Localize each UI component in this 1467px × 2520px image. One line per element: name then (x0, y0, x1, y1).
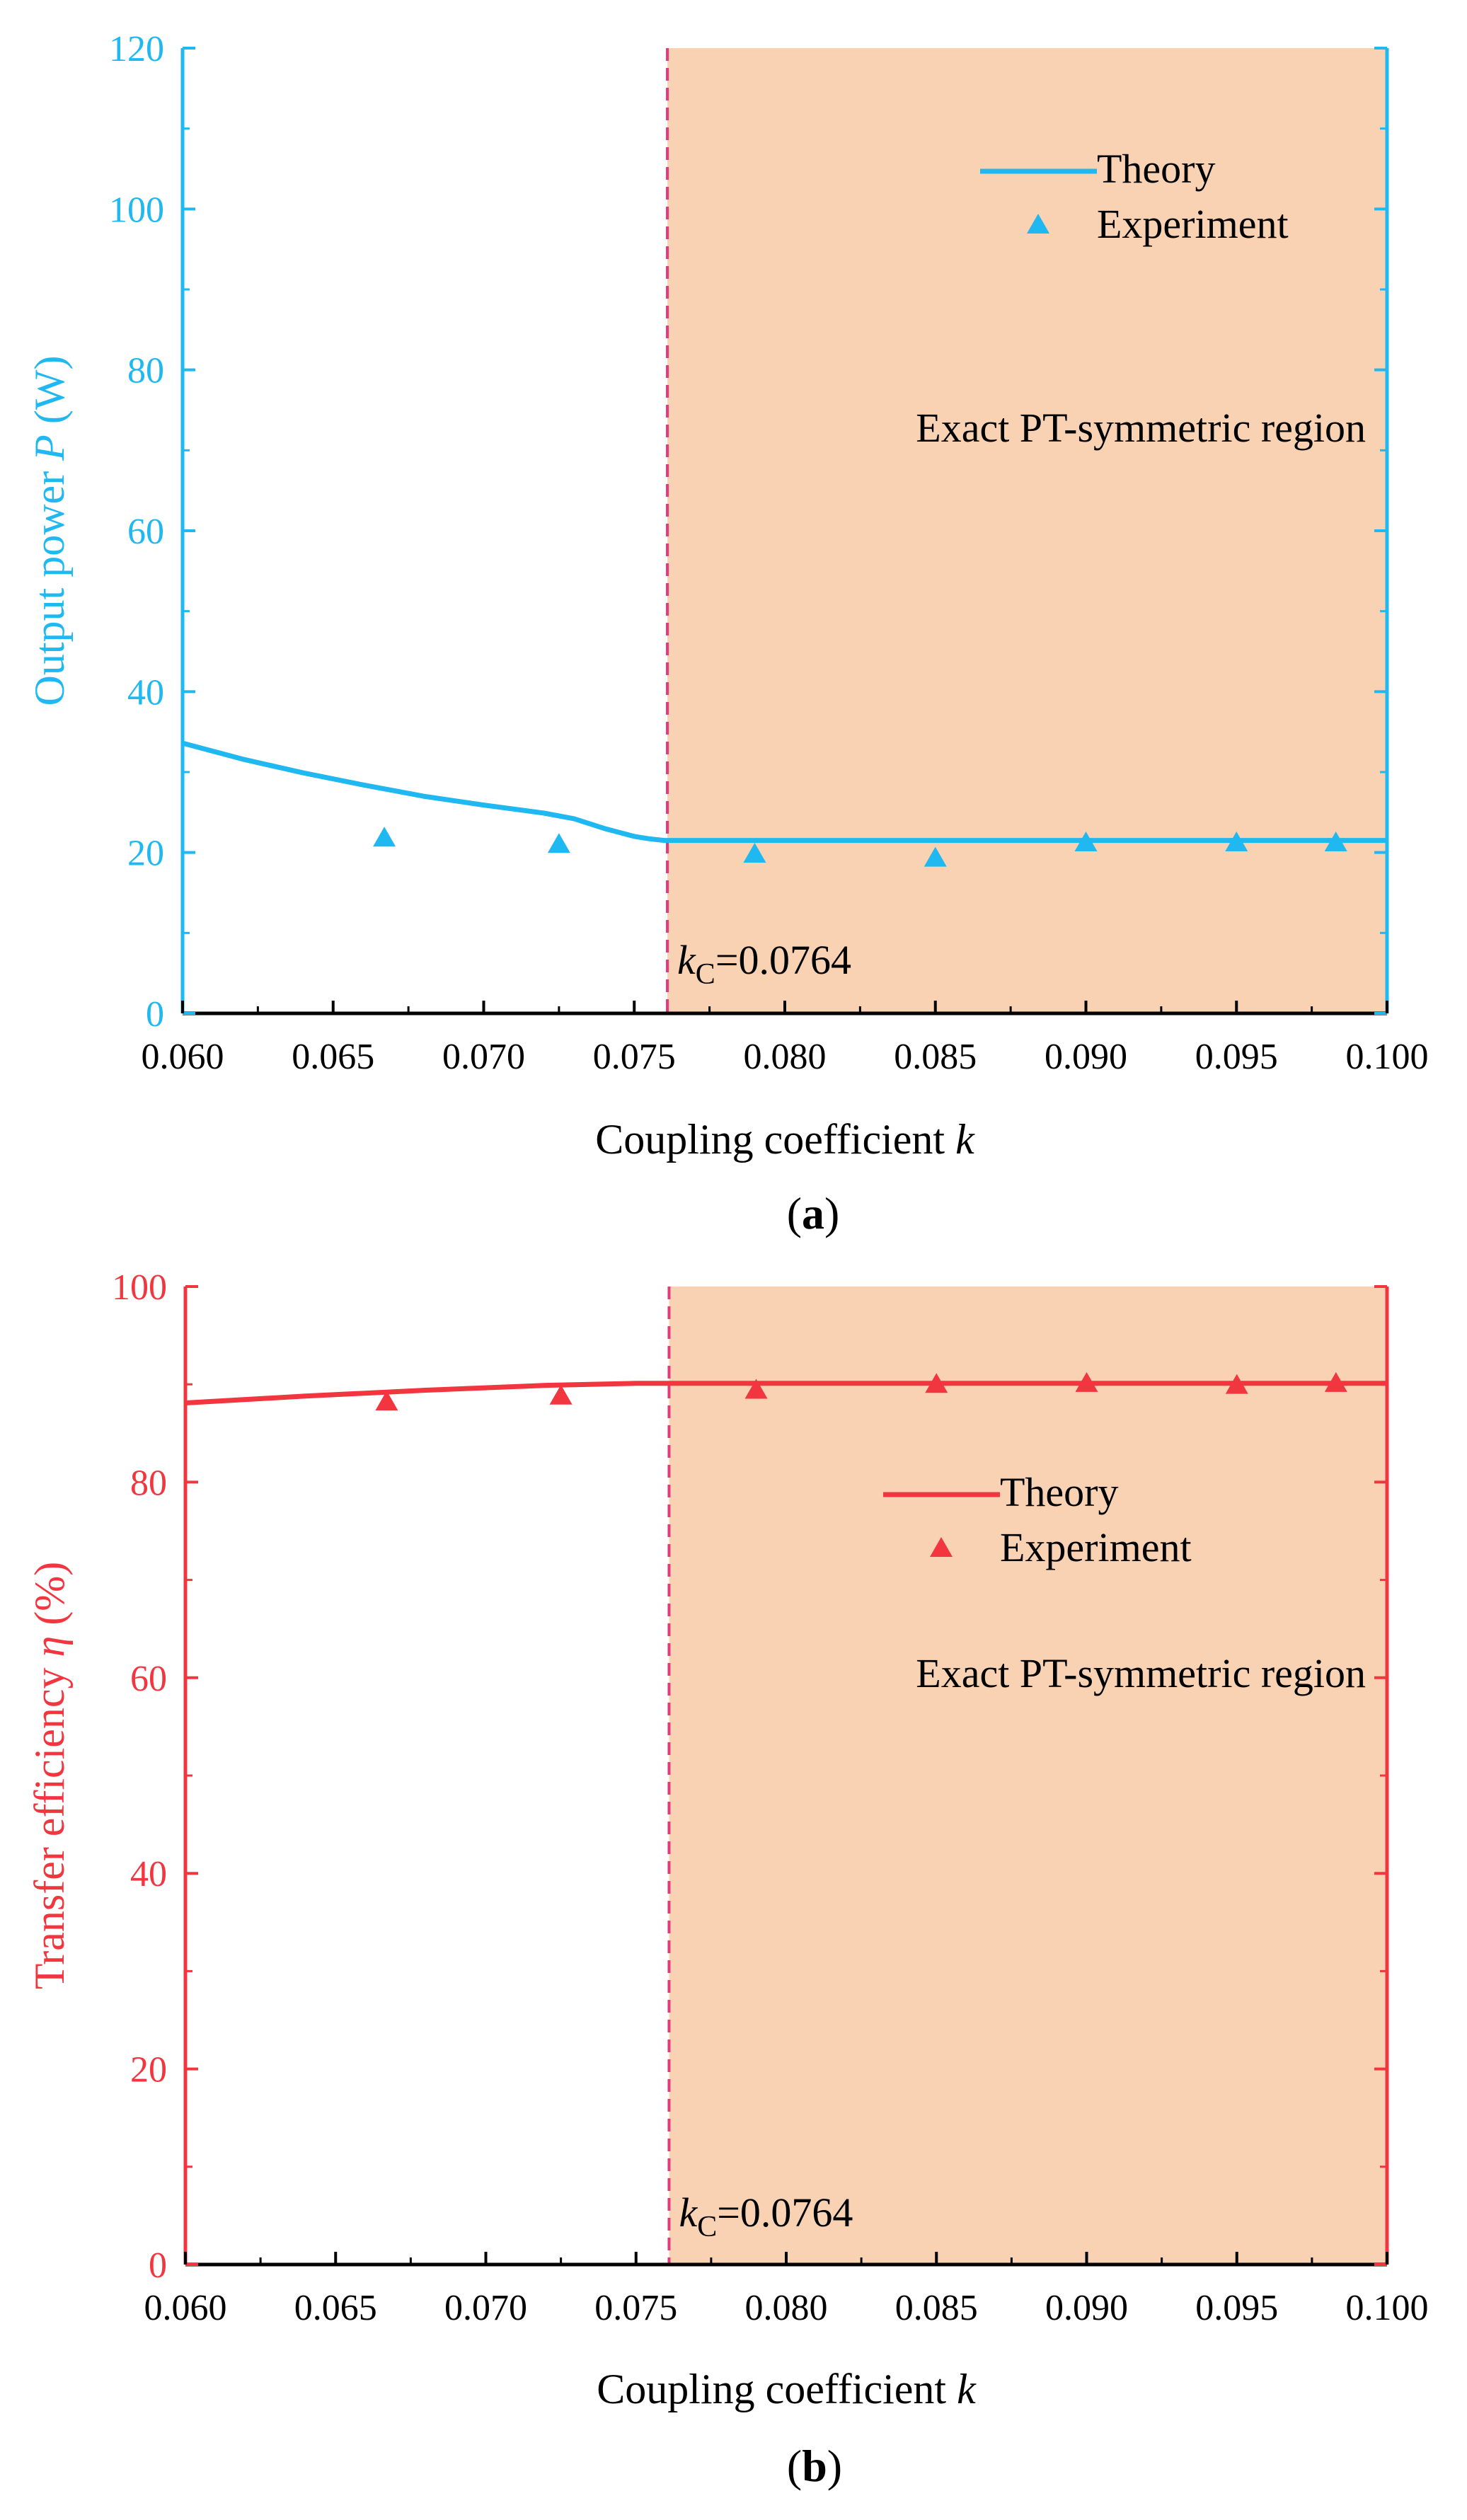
y-tick-label: 20 (130, 2050, 167, 2090)
y-axis-label: Transfer efficiency η (%) (26, 1562, 73, 1990)
x-tick-label: 0.095 (1195, 2288, 1278, 2328)
y-tick-label: 120 (109, 29, 164, 69)
theory-line (182, 740, 1387, 844)
legend-experiment-marker (930, 1537, 953, 1557)
y-axis-label: Output power P (W) (26, 356, 73, 706)
critical-k-value: =0.0764 (717, 2190, 853, 2236)
x-tick-label: 0.070 (442, 1037, 525, 1077)
x-tick-label: 0.100 (1346, 1037, 1429, 1077)
panel-caption: (a) (787, 1188, 840, 1238)
x-tick-label: 0.060 (142, 1037, 224, 1077)
x-axis-label-var: k (957, 2366, 977, 2412)
x-tick-label: 0.100 (1346, 2288, 1429, 2328)
critical-k-sub: C (696, 958, 715, 991)
x-tick-label: 0.075 (594, 2288, 677, 2328)
y-axis-label-space2 (26, 424, 73, 435)
y-axis-label-text: Output power (26, 471, 73, 706)
legend-experiment-label: Experiment (1097, 201, 1289, 247)
y-tick-label: 100 (112, 1267, 167, 1308)
x-tick-label: 0.085 (894, 1037, 977, 1077)
pt-symmetric-region (669, 1287, 1387, 2265)
legend-theory-label: Theory (1000, 1469, 1119, 1515)
panel-caption-letter: a (802, 1188, 824, 1238)
x-tick-label: 0.090 (1045, 1037, 1127, 1077)
x-tick-label: 0.085 (895, 2288, 978, 2328)
critical-k-label: kC=0.0764 (679, 2190, 853, 2243)
critical-k-var: k (679, 2190, 698, 2236)
x-tick-label: 0.095 (1195, 1037, 1278, 1077)
experiment-point (924, 846, 947, 867)
critical-k-var: k (677, 937, 696, 983)
y-tick-label: 100 (109, 190, 164, 230)
x-axis-label-var: k (955, 1116, 975, 1163)
y-tick-label: 0 (146, 994, 164, 1035)
experiment-point (1225, 1374, 1248, 1394)
x-tick-label: 0.060 (144, 2288, 227, 2328)
experiment-point (547, 833, 570, 853)
experiment-point (1225, 832, 1248, 852)
y-axis-label-unit: (W) (26, 356, 73, 425)
y-axis-label-space (26, 461, 73, 471)
y-tick-label: 60 (130, 1659, 167, 1699)
experiment-point (1324, 1371, 1347, 1392)
x-tick-label: 0.065 (292, 1037, 374, 1077)
y-tick-label: 40 (130, 1854, 167, 1894)
experiment-point (1324, 832, 1347, 852)
x-tick-label: 0.090 (1045, 2288, 1128, 2328)
legend-experiment-marker (1027, 214, 1049, 234)
x-axis-label: Coupling coefficient k (595, 1116, 975, 1163)
critical-k-label: kC=0.0764 (677, 937, 851, 991)
y-axis-label-var: P (26, 435, 73, 461)
y-axis-label-space (26, 1657, 73, 1667)
x-axis-label-space (945, 1116, 955, 1163)
y-axis-label-text: Transfer efficiency (26, 1667, 73, 1989)
experiment-point (744, 1379, 768, 1399)
y-tick-label: 80 (127, 351, 164, 391)
panel-caption-open: ( (787, 2441, 802, 2491)
experiment-point (373, 827, 396, 847)
x-axis-label-space (946, 2366, 957, 2412)
x-tick-label: 0.070 (444, 2288, 527, 2328)
experiment-point (743, 842, 766, 863)
x-axis-label: Coupling coefficient k (597, 2366, 977, 2412)
critical-k-sub: C (697, 2211, 717, 2243)
x-tick-label: 0.080 (744, 1037, 827, 1077)
y-tick-label: 20 (127, 834, 164, 874)
x-tick-label: 0.075 (593, 1037, 676, 1077)
y-tick-label: 40 (127, 672, 164, 713)
y-axis-label-unit: (%) (26, 1562, 73, 1626)
panel-caption-letter: b (802, 2441, 827, 2491)
experiment-point (1075, 1371, 1098, 1392)
chart-panel-a: 0 20 40 60 80 100 120 0.060 0.065 0.070 0.075 0.080… (26, 29, 1429, 1238)
x-axis-label-text: Coupling coefficient (597, 2366, 946, 2412)
y-tick-label: 60 (127, 512, 164, 552)
panel-caption: (b) (787, 2441, 842, 2491)
y-tick-label: 80 (130, 1463, 167, 1503)
panel-caption-close: ) (827, 2441, 842, 2491)
y-axis-label-space2 (26, 1626, 73, 1636)
critical-k-value: =0.0764 (715, 937, 851, 983)
chart-panel-b: 0 20 40 60 80 100 0.060 0.065 0.070 0.075 0.080 0.0… (26, 1267, 1429, 2491)
x-tick-label: 0.065 (294, 2288, 377, 2328)
region-label: Exact PT-symmetric region (916, 1650, 1366, 1696)
y-axis-label-var: η (26, 1636, 73, 1657)
experiment-point (375, 1391, 398, 1411)
theory-line (185, 1381, 1387, 1405)
x-tick-label: 0.080 (745, 2288, 828, 2328)
panel-caption-close: ) (824, 1188, 839, 1238)
experiment-point (1074, 832, 1098, 852)
experiment-point (925, 1373, 948, 1393)
region-label: Exact PT-symmetric region (916, 405, 1366, 451)
legend-theory-label: Theory (1097, 146, 1216, 192)
panel-caption-open: ( (787, 1188, 802, 1238)
pt-symmetric-region (667, 48, 1387, 1013)
legend-experiment-label: Experiment (1000, 1524, 1192, 1570)
y-tick-label: 0 (149, 2245, 167, 2286)
x-axis-label-text: Coupling coefficient (595, 1116, 945, 1163)
experiment-point (549, 1384, 573, 1405)
